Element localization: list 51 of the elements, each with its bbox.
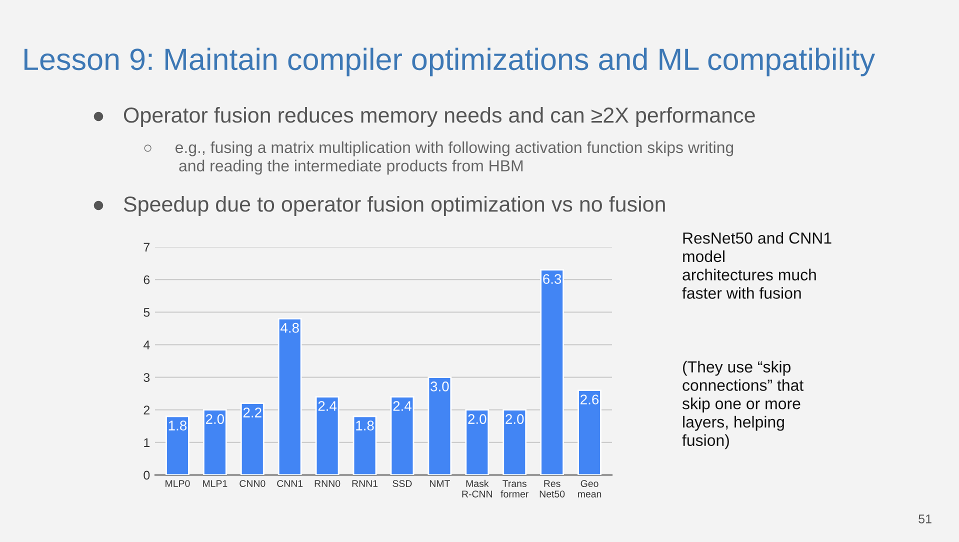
x-tick-label: Geo mean — [578, 480, 602, 498]
bar — [390, 396, 414, 475]
data-label: 2.0 — [468, 414, 486, 424]
data-label: 1.8 — [356, 420, 374, 430]
text: ● Operator fusion reduces memory needs and can ≥2X performance — [94, 106, 755, 128]
x-tick-label: Trans former — [500, 480, 528, 498]
data-label: 2.0 — [506, 414, 524, 424]
y-tick-label: 0 — [144, 470, 150, 480]
x-tick-label: RNN1 — [352, 480, 378, 487]
y-tick-label: 2 — [144, 406, 150, 414]
chart-title: Lesson 9: Maintain compiler optimizations and ML compatibility — [24, 48, 876, 76]
bar — [203, 409, 227, 475]
data-label: 6.3 — [543, 274, 562, 284]
data-label: 2.0 — [206, 414, 224, 424]
data-label: 3.0 — [430, 382, 449, 392]
x-tick-label: SSD — [392, 480, 412, 487]
x-tick-label: MLP1 — [203, 480, 228, 487]
x-tick-label: CNN0 — [240, 480, 266, 487]
text: (They use “skip connections” that skip one or more layers, helping fusion) — [682, 360, 804, 450]
text: ● Speedup due to operator fusion optimization vs no fusion — [94, 196, 665, 216]
y-tick-label: 6 — [144, 275, 150, 284]
bar — [278, 318, 302, 475]
bar — [352, 416, 377, 475]
text: ○ e.g., fusing a matrix multiplication with following activation function skips writing and reading the intermediate products from HBM — [144, 141, 734, 175]
y-tick-label: 7 — [144, 242, 150, 252]
y-tick-label: 5 — [144, 308, 150, 317]
data-label: 2.4 — [318, 401, 337, 411]
y-tick-label: 1 — [144, 438, 150, 447]
x-tick-label: Res Net50 — [540, 480, 565, 498]
bar — [315, 396, 340, 475]
text: ResNet50 and CNN1 model architectures much faster with fusion — [682, 232, 832, 299]
bar — [240, 402, 264, 475]
bar — [578, 390, 602, 475]
x-tick-label: RNN0 — [314, 480, 340, 487]
bar — [428, 376, 452, 475]
data-label: 2.2 — [243, 408, 262, 418]
x-tick-label: MLP0 — [166, 480, 190, 487]
text: 51 — [918, 514, 932, 524]
data-label: 4.8 — [280, 322, 299, 333]
data-label: 2.6 — [580, 394, 599, 404]
bar — [502, 409, 527, 475]
bar — [540, 269, 564, 475]
x-tick-label: NMT — [430, 480, 450, 487]
data-label: 1.8 — [168, 420, 187, 430]
data-label: 2.4 — [393, 401, 412, 411]
x-tick-label: Mask R-CNN — [462, 480, 492, 498]
bar — [166, 416, 190, 475]
y-tick-label: 3 — [144, 373, 150, 382]
x-tick-label: CNN1 — [277, 480, 303, 487]
y-tick-label: 4 — [143, 340, 150, 350]
bar — [465, 409, 490, 475]
